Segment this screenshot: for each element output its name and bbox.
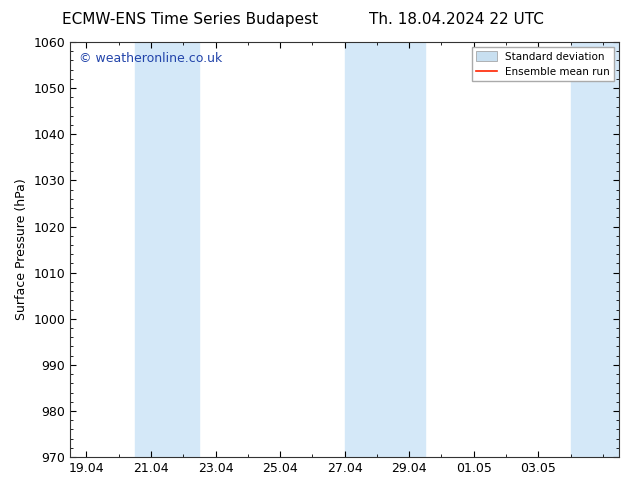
Legend: Standard deviation, Ensemble mean run: Standard deviation, Ensemble mean run xyxy=(472,47,614,81)
Text: Th. 18.04.2024 22 UTC: Th. 18.04.2024 22 UTC xyxy=(369,12,544,27)
Text: © weatheronline.co.uk: © weatheronline.co.uk xyxy=(79,52,222,66)
Bar xyxy=(345,42,377,457)
Bar xyxy=(571,42,619,457)
Y-axis label: Surface Pressure (hPa): Surface Pressure (hPa) xyxy=(15,179,28,320)
Bar xyxy=(135,42,167,457)
Bar xyxy=(167,42,200,457)
Text: ECMW-ENS Time Series Budapest: ECMW-ENS Time Series Budapest xyxy=(62,12,318,27)
Bar xyxy=(377,42,425,457)
